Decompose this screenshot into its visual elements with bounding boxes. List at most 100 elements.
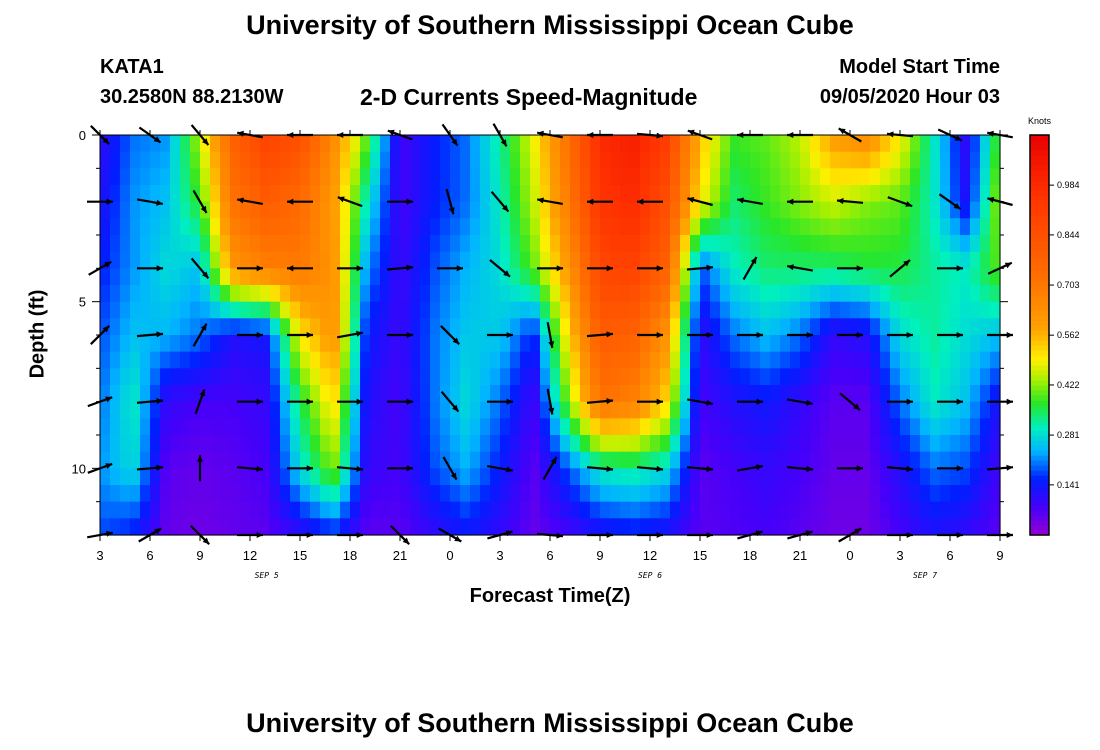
heatmap-cell <box>500 451 511 469</box>
heatmap-cell <box>830 168 841 186</box>
heatmap-cell <box>110 151 121 169</box>
heatmap-cell <box>370 285 381 303</box>
heatmap-cell <box>180 218 191 236</box>
heatmap-cell <box>950 451 961 469</box>
heatmap-cell <box>620 485 631 503</box>
heatmap-cell <box>670 351 681 369</box>
heatmap-cell <box>480 401 491 419</box>
heatmap-cell <box>150 418 161 436</box>
vector-head <box>202 138 209 145</box>
heatmap-cell <box>920 501 931 519</box>
heatmap-cell <box>610 318 621 336</box>
heatmap-cell <box>220 335 231 353</box>
heatmap-cell <box>560 251 571 269</box>
colorbar-segment <box>1030 280 1049 286</box>
vector-head <box>906 398 913 405</box>
heatmap-cell <box>700 468 711 486</box>
heatmap-cell <box>910 368 921 386</box>
heatmap-cell <box>730 518 741 536</box>
heatmap-cell <box>410 151 421 169</box>
heatmap-cell <box>570 151 581 169</box>
heatmap-cell <box>690 218 701 236</box>
vector-head <box>500 139 507 147</box>
heatmap-cell <box>550 401 561 419</box>
heatmap-cell <box>420 485 431 503</box>
heatmap-cell <box>690 185 701 203</box>
heatmap-cell <box>420 318 431 336</box>
heatmap-cell <box>930 468 941 486</box>
heatmap-cell <box>330 218 341 236</box>
heatmap-cell <box>880 468 891 486</box>
heatmap-cell <box>920 385 931 403</box>
heatmap-cell <box>290 451 301 469</box>
heatmap-cell <box>110 285 121 303</box>
vector-head <box>256 465 263 472</box>
heatmap-cell <box>710 151 721 169</box>
heatmap-cell <box>900 501 911 519</box>
heatmap-cell <box>380 435 391 453</box>
heatmap-cell <box>160 201 171 219</box>
heatmap-cell <box>710 135 721 153</box>
heatmap-cell <box>490 285 501 303</box>
heatmap-cell <box>590 185 601 203</box>
heatmap-cell <box>410 268 421 286</box>
heatmap-cell <box>300 501 311 519</box>
heatmap-cell <box>220 285 231 303</box>
heatmap-cell <box>150 218 161 236</box>
heatmap-cell <box>310 218 321 236</box>
heatmap-cell <box>450 168 461 186</box>
heatmap-cell <box>790 435 801 453</box>
heatmap-cell <box>290 335 301 353</box>
heatmap-cell <box>550 168 561 186</box>
heatmap-cell <box>790 418 801 436</box>
heatmap-cell <box>280 501 291 519</box>
heatmap-cell <box>670 435 681 453</box>
heatmap-cell <box>560 218 571 236</box>
heatmap-cell <box>860 401 871 419</box>
heatmap-cell <box>380 335 391 353</box>
heatmap-cell <box>480 301 491 319</box>
heatmap-cell <box>470 268 481 286</box>
heatmap-cell <box>550 235 561 253</box>
heatmap-cell <box>920 135 931 153</box>
heatmap-cell <box>130 518 141 536</box>
heatmap-cell <box>200 385 211 403</box>
heatmap-cell <box>880 335 891 353</box>
heatmap-cell <box>830 268 841 286</box>
current-vector <box>490 190 510 213</box>
heatmap-cell <box>450 351 461 369</box>
heatmap-cell <box>770 268 781 286</box>
heatmap-cell <box>910 335 921 353</box>
heatmap-cell <box>450 151 461 169</box>
heatmap-cell <box>700 235 711 253</box>
heatmap-cell <box>120 235 131 253</box>
heatmap-cell <box>780 468 791 486</box>
heatmap-cell <box>930 285 941 303</box>
heatmap-cell <box>830 285 841 303</box>
vector-head <box>838 128 846 135</box>
heatmap-cell <box>820 468 831 486</box>
heatmap-cell <box>890 518 901 536</box>
heatmap-cell <box>650 518 661 536</box>
heatmap-cell <box>300 485 311 503</box>
heatmap-cell <box>290 485 301 503</box>
heatmap-cell <box>440 435 451 453</box>
heatmap-cell <box>650 468 661 486</box>
heatmap-cell <box>160 468 171 486</box>
heatmap-cell <box>340 368 351 386</box>
vector-head <box>156 199 163 206</box>
heatmap-cell <box>400 351 411 369</box>
heatmap-cell <box>280 451 291 469</box>
heatmap-cell <box>270 451 281 469</box>
heatmap-cell <box>170 268 181 286</box>
heatmap-cell <box>860 268 871 286</box>
heatmap-cell <box>690 451 701 469</box>
heatmap-cell <box>440 318 451 336</box>
heatmap-cell <box>150 251 161 269</box>
y-tick-label: 5 <box>79 295 86 310</box>
heatmap-cell <box>330 401 341 419</box>
heatmap-cell <box>620 401 631 419</box>
heatmap-cell <box>690 335 701 353</box>
heatmap-cell <box>690 301 701 319</box>
chart-subtitle: 2-D Currents Speed-Magnitude <box>360 84 698 110</box>
